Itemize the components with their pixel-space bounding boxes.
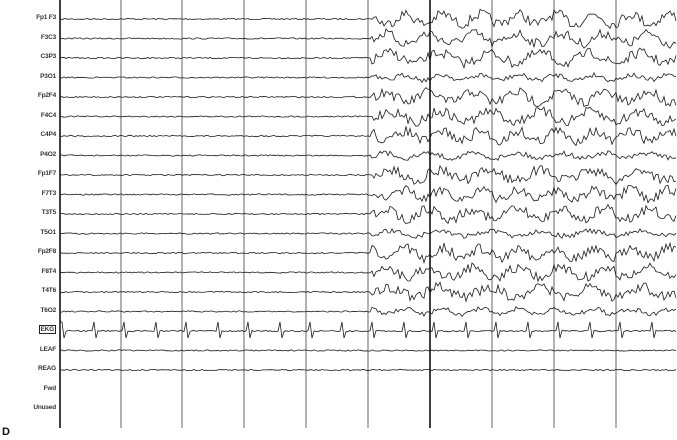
trace-t6o2 xyxy=(59,306,677,318)
channel-label: F7T3 xyxy=(41,189,57,197)
trace-c4p4 xyxy=(59,126,677,147)
channel-label: P4O2 xyxy=(40,150,56,158)
channel-label: Fp1 F3 xyxy=(36,14,56,21)
trace-f7t3 xyxy=(59,184,677,204)
channel-label: T4T6 xyxy=(41,287,57,294)
channel-label: EKG xyxy=(6,325,56,334)
trace-fp1-f3 xyxy=(59,8,677,30)
trace-leaf xyxy=(59,349,677,352)
channel-label: Fp1F7 xyxy=(37,170,56,177)
trace-c3p3 xyxy=(59,47,677,69)
trace-p4o2 xyxy=(59,150,677,161)
trace-f4c4 xyxy=(59,106,677,127)
channel-label: Fp2F8 xyxy=(37,248,56,255)
trace-fp1f7 xyxy=(59,164,677,186)
channel-label: F8T4 xyxy=(41,267,57,275)
trace-ekg xyxy=(59,321,677,339)
trace-fp2f4 xyxy=(59,87,677,108)
panel-label: D xyxy=(2,426,10,438)
channel-label: F4C4 xyxy=(40,111,56,119)
trace-p3o1 xyxy=(59,71,677,84)
trace-t4t6 xyxy=(59,281,677,303)
channel-label: T3T5 xyxy=(41,209,57,216)
channel-label: P3O1 xyxy=(40,72,56,80)
trace-t3t5 xyxy=(59,203,677,225)
trace-fp2f8 xyxy=(59,241,677,265)
channel-label: LEAF xyxy=(39,345,56,353)
channel-label: C3P3 xyxy=(40,53,57,60)
trace-f8t4 xyxy=(59,262,677,283)
channel-label: Unused xyxy=(33,404,56,411)
channel-label: REAG xyxy=(38,365,56,372)
channel-label: Fwd xyxy=(43,384,57,392)
channel-label: C4P4 xyxy=(40,131,57,138)
channel-label: Fp2F4 xyxy=(37,92,56,99)
channel-label: T5O1 xyxy=(40,228,57,236)
channel-label: F3C3 xyxy=(40,33,56,41)
channel-label: T6O2 xyxy=(40,306,57,314)
trace-f3c3 xyxy=(59,28,677,49)
trace-reag xyxy=(59,368,677,372)
ekg-label: EKG xyxy=(38,325,56,334)
trace-t5o1 xyxy=(59,227,677,239)
